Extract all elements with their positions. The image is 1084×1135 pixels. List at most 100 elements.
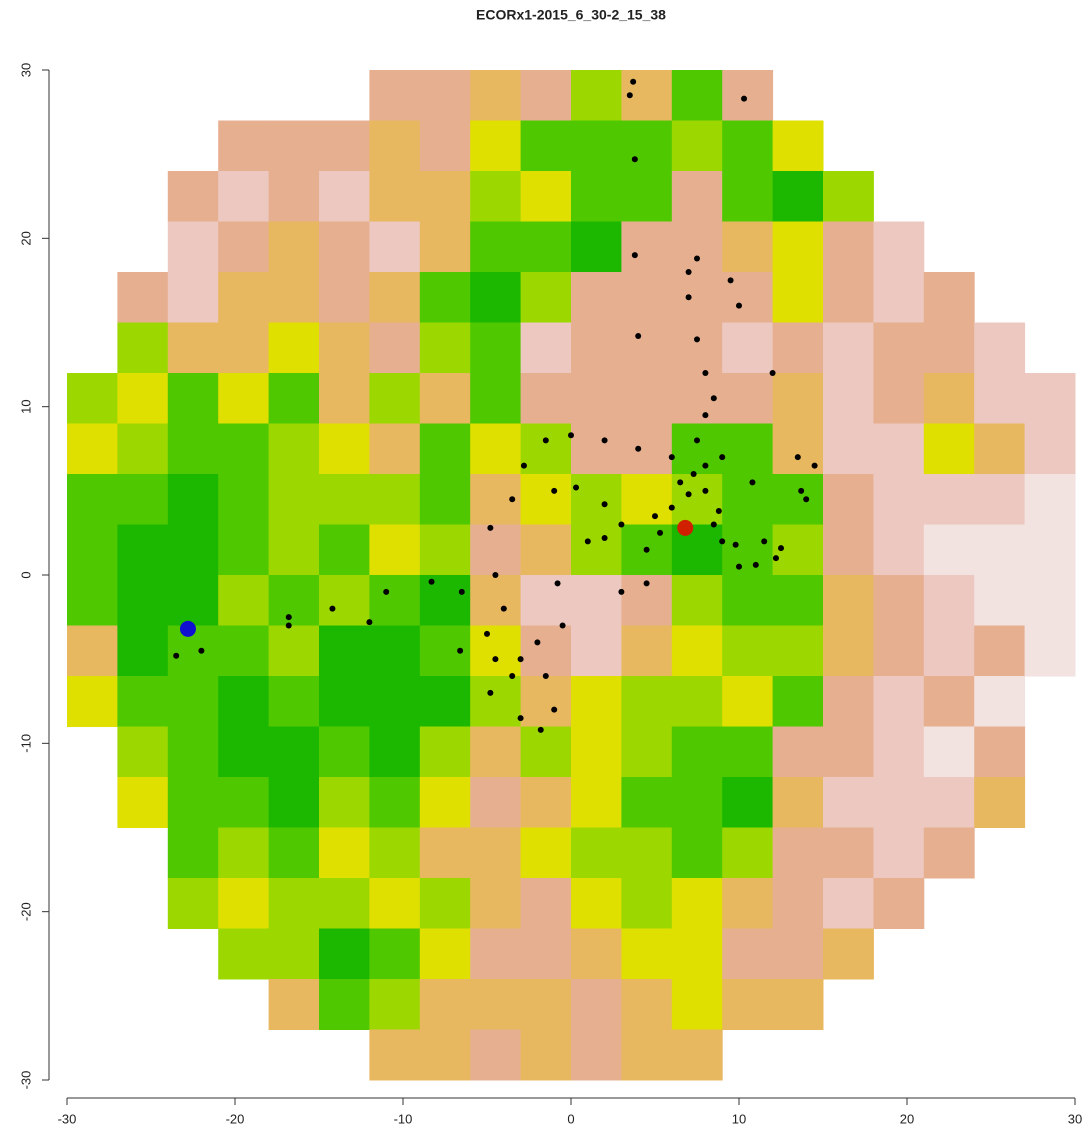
raster-cell <box>167 726 219 778</box>
y-tick-label: 30 <box>18 63 33 77</box>
raster-cell <box>923 373 975 424</box>
x-tick-label: 30 <box>1068 1111 1082 1126</box>
raster-cell <box>520 928 572 980</box>
track-point <box>741 95 748 102</box>
raster-cell <box>419 221 471 273</box>
track-point <box>668 454 675 461</box>
raster-cell <box>470 423 522 475</box>
raster-cell <box>369 423 421 475</box>
raster-cell <box>319 827 370 879</box>
track-point <box>534 639 541 646</box>
raster-cell <box>722 474 774 525</box>
track-point <box>778 545 784 552</box>
raster-cell <box>722 322 774 374</box>
raster-cell <box>369 928 421 980</box>
raster-cell <box>571 777 622 828</box>
raster-cell <box>319 878 370 929</box>
raster-cell <box>823 524 874 576</box>
track-point <box>736 563 742 570</box>
raster-cell <box>268 423 320 475</box>
raster-cell <box>873 777 925 828</box>
track-point <box>657 529 664 536</box>
raster-cell <box>1024 625 1076 677</box>
raster-cell <box>117 625 169 677</box>
raster-cell <box>319 272 370 323</box>
raster-cell <box>772 625 824 677</box>
raster-cell <box>369 726 421 778</box>
raster-cell <box>167 474 219 525</box>
raster-cell <box>722 221 774 273</box>
raster-cell <box>268 322 320 374</box>
raster-cell <box>369 120 421 172</box>
raster-cell <box>722 70 774 121</box>
raster-cell <box>117 474 169 525</box>
raster-cell <box>419 524 471 576</box>
raster-cell <box>319 625 370 677</box>
raster-cell <box>621 625 673 677</box>
marker-point <box>677 519 694 536</box>
raster-cell <box>520 979 572 1030</box>
raster-cell <box>671 221 723 273</box>
raster-cell <box>520 272 572 323</box>
raster-cell <box>621 1029 673 1081</box>
raster-cell <box>470 979 522 1030</box>
raster-cell <box>671 878 723 929</box>
raster-cell <box>268 171 320 222</box>
track-point <box>492 572 499 578</box>
track-point <box>383 588 390 595</box>
raster-cell <box>117 524 169 576</box>
raster-cell <box>722 726 774 778</box>
raster-cell <box>621 676 673 727</box>
raster-cell <box>722 928 774 980</box>
raster-cell <box>722 575 774 626</box>
raster-cell <box>974 524 1026 576</box>
raster-cell <box>218 676 270 727</box>
track-point <box>492 656 499 663</box>
track-point <box>520 462 527 469</box>
raster-cell <box>873 625 925 677</box>
raster-cell <box>67 524 118 576</box>
raster-cell <box>369 878 421 929</box>
raster-cell <box>571 221 622 273</box>
raster-cell <box>319 676 370 727</box>
raster-cell <box>722 878 774 929</box>
raster-cell <box>923 726 975 778</box>
raster-cell <box>823 423 874 475</box>
raster-cell <box>873 726 925 778</box>
raster-cell <box>571 726 622 778</box>
raster-cell <box>470 625 522 677</box>
raster-cell <box>1024 474 1076 525</box>
track-point <box>601 501 608 508</box>
raster-cell <box>923 272 975 323</box>
raster-cell <box>520 878 572 929</box>
raster-cell <box>923 423 975 475</box>
raster-cell <box>823 726 874 778</box>
raster-cell <box>470 676 522 727</box>
track-point <box>715 508 722 515</box>
track-point <box>702 487 709 494</box>
raster-cell <box>319 928 370 980</box>
raster-cell <box>520 322 572 374</box>
raster-cell <box>621 726 673 778</box>
raster-cell <box>823 928 874 980</box>
raster-cell <box>319 221 370 273</box>
marker-point <box>179 620 196 637</box>
raster-cell <box>268 221 320 273</box>
track-point <box>652 513 658 520</box>
raster-cell <box>218 171 270 222</box>
track-point <box>690 471 697 477</box>
raster-cell <box>167 676 219 727</box>
raster-cell <box>117 373 169 424</box>
raster-cell <box>520 625 572 677</box>
raster-cell <box>823 171 874 222</box>
y-tick-label: 10 <box>18 399 33 413</box>
raster-cell <box>571 524 622 576</box>
raster-cell <box>218 777 270 828</box>
raster-cell <box>974 322 1026 374</box>
raster-cell <box>268 726 320 778</box>
raster-cell <box>923 474 975 525</box>
raster-cell <box>268 474 320 525</box>
raster-cell <box>923 524 975 576</box>
raster-cell <box>520 575 572 626</box>
raster-cell <box>923 322 975 374</box>
